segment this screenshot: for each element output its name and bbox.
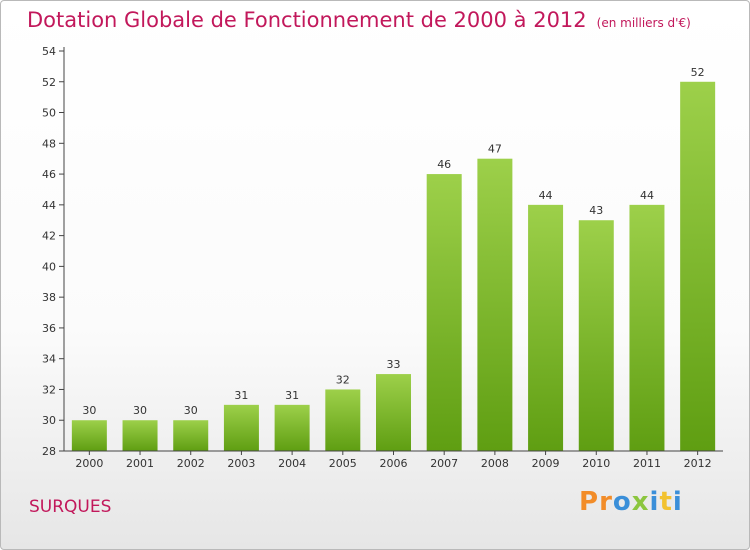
- data-label-2000: 30: [82, 404, 96, 417]
- data-label-2010: 43: [589, 204, 603, 217]
- x-tick-label-2012: 2012: [684, 457, 712, 470]
- bar-2002[interactable]: [173, 420, 209, 451]
- bar-2004[interactable]: [274, 404, 310, 451]
- logo-letter: o: [612, 487, 632, 517]
- y-tick-label: 28: [42, 445, 56, 458]
- data-label-2006: 33: [387, 358, 401, 371]
- chart-subtitle: (en milliers d'€): [596, 16, 691, 30]
- chart-title-text: Dotation Globale de Fonctionnement de 20…: [27, 8, 587, 32]
- data-label-2003: 31: [234, 389, 248, 402]
- commune-name: SURQUES: [29, 497, 112, 517]
- bar-2000[interactable]: [71, 420, 107, 451]
- logo-letter: i: [649, 487, 660, 517]
- bar-2010[interactable]: [578, 220, 614, 451]
- proxiti-logo[interactable]: Proxiti: [579, 487, 683, 517]
- y-axis: 28 30 32 34 36 38 40 42 44 46 48 50 52 54: [42, 45, 65, 458]
- x-tick-label-2006: 2006: [380, 457, 408, 470]
- data-label-2012: 52: [691, 66, 705, 79]
- y-tick-label: 50: [42, 107, 56, 120]
- y-tick-label: 46: [42, 168, 56, 181]
- data-label-2008: 47: [488, 143, 502, 156]
- logo-letter: P: [579, 487, 600, 517]
- y-tick-label: 32: [42, 383, 56, 396]
- bar-2001[interactable]: [122, 420, 158, 451]
- x-tick-label-2010: 2010: [582, 457, 610, 470]
- x-tick-label-2009: 2009: [532, 457, 560, 470]
- bar-2007[interactable]: [426, 174, 462, 452]
- bar-2009[interactable]: [528, 204, 564, 451]
- logo-letter: r: [599, 487, 613, 517]
- data-label-2001: 30: [133, 404, 147, 417]
- bar-2011[interactable]: [629, 204, 665, 451]
- x-tick-label-2011: 2011: [633, 457, 661, 470]
- data-label-2009: 44: [539, 189, 553, 202]
- x-tick-label-2005: 2005: [329, 457, 357, 470]
- data-label-2007: 46: [437, 158, 451, 171]
- x-tick-label-2001: 2001: [126, 457, 154, 470]
- x-axis: 2000 2001 2002 2003 2004 2005 2006 2007 2008 2009…: [64, 450, 723, 470]
- y-tick-label: 42: [42, 230, 56, 243]
- y-tick-label: 30: [42, 414, 56, 427]
- bar-2008[interactable]: [477, 158, 513, 451]
- x-tick-label-2007: 2007: [430, 457, 458, 470]
- x-tick-label-2003: 2003: [227, 457, 255, 470]
- y-tick-label: 54: [42, 45, 56, 58]
- x-tick-label-2004: 2004: [278, 457, 306, 470]
- y-tick-label: 44: [42, 199, 56, 212]
- logo-letter: x: [631, 487, 650, 517]
- bar-2006[interactable]: [376, 374, 411, 451]
- y-tick-label: 48: [42, 137, 56, 150]
- bar-2012[interactable]: [680, 81, 716, 452]
- bar-2003[interactable]: [223, 404, 259, 451]
- y-tick-label: 38: [42, 291, 56, 304]
- bar-2005[interactable]: [325, 389, 361, 451]
- data-label-2005: 32: [336, 373, 350, 386]
- x-tick-label-2008: 2008: [481, 457, 509, 470]
- y-tick-label: 52: [42, 76, 56, 89]
- data-label-2004: 31: [285, 389, 299, 402]
- logo-letter: i: [672, 487, 683, 517]
- chart-title: Dotation Globale de Fonctionnement de 20…: [27, 8, 691, 32]
- y-tick-label: 40: [42, 260, 56, 273]
- data-label-2011: 44: [640, 189, 654, 202]
- x-tick-label-2000: 2000: [75, 457, 103, 470]
- data-label-2002: 30: [184, 404, 198, 417]
- logo-letter: t: [659, 487, 673, 517]
- y-tick-label: 34: [42, 353, 56, 366]
- bars: 30 30 30 31 31 32 33 46 47 44 43 44 52: [71, 66, 716, 452]
- x-tick-label-2002: 2002: [177, 457, 205, 470]
- y-tick-label: 36: [42, 322, 56, 335]
